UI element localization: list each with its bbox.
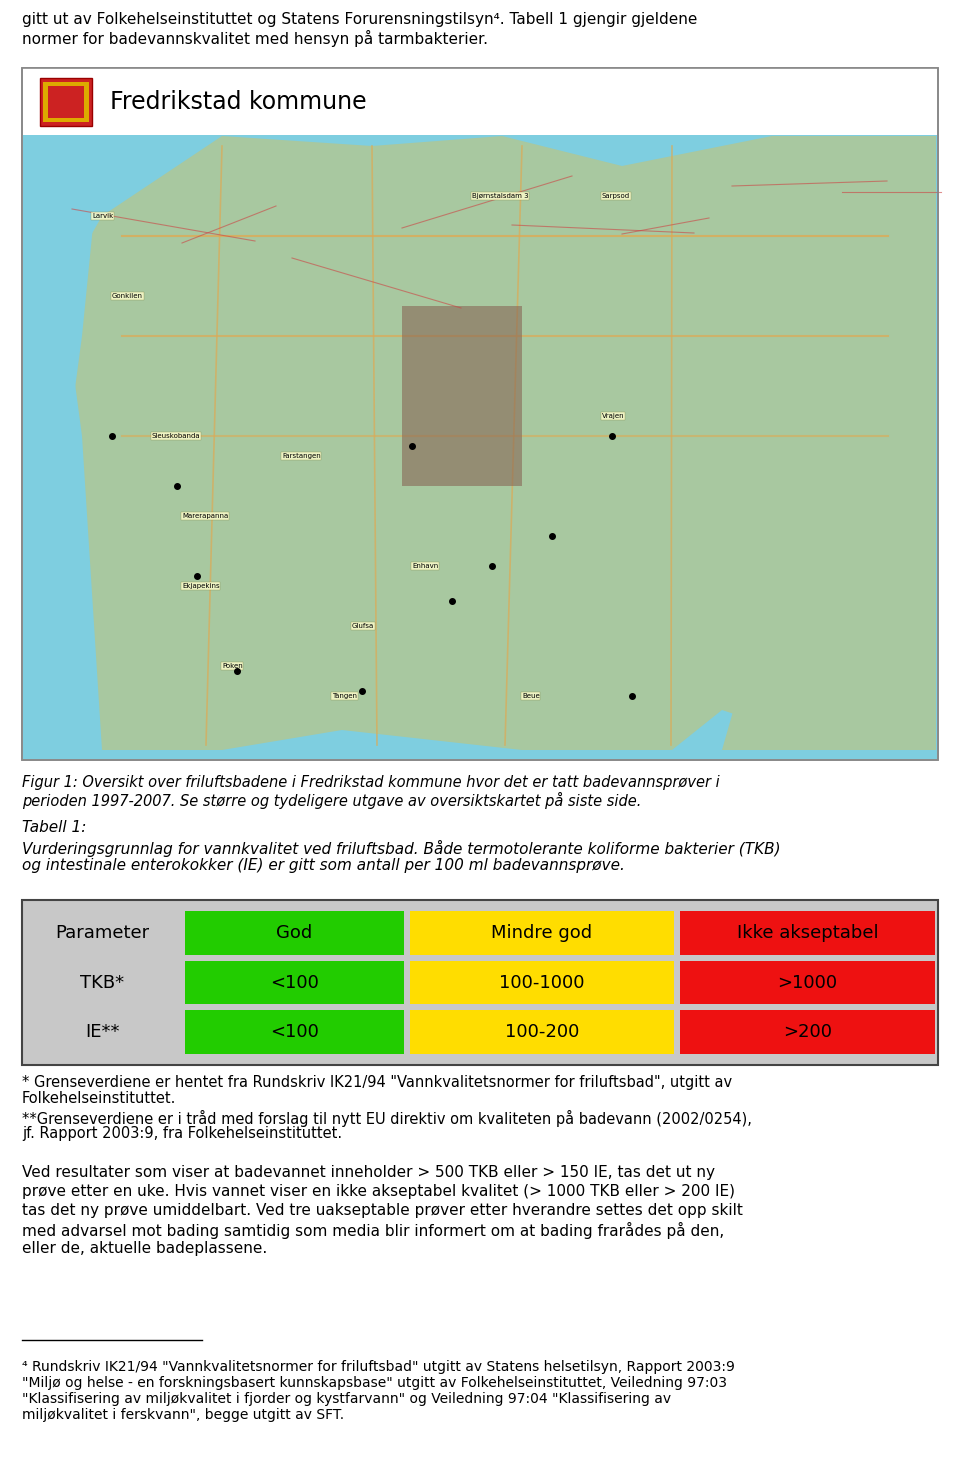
Bar xyxy=(680,961,935,1005)
Text: <100: <100 xyxy=(270,974,319,992)
Text: og intestinale enterokokker (IE) er gitt som antall per 100 ml badevannsprøve.: og intestinale enterokokker (IE) er gitt… xyxy=(22,859,625,873)
Text: perioden 1997-2007. Se større og tydeligere utgave av oversiktskartet på siste s: perioden 1997-2007. Se større og tydelig… xyxy=(22,792,641,808)
Bar xyxy=(48,86,84,118)
Text: Marerapanna: Marerapanna xyxy=(182,513,228,519)
Text: Farstangen: Farstangen xyxy=(282,452,321,460)
Polygon shape xyxy=(62,136,936,749)
Text: ⁴ Rundskriv IK21/94 "Vannkvalitetsnormer for friluftsbad" utgitt av Statens hels: ⁴ Rundskriv IK21/94 "Vannkvalitetsnormer… xyxy=(22,1360,734,1375)
Text: * Grenseverdiene er hentet fra Rundskriv IK21/94 "Vannkvalitetsnormer for friluf: * Grenseverdiene er hentet fra Rundskriv… xyxy=(22,1075,732,1089)
Bar xyxy=(410,961,674,1005)
Text: Beue: Beue xyxy=(522,693,540,699)
Text: tas det ny prøve umiddelbart. Ved tre uakseptable prøver etter hverandre settes : tas det ny prøve umiddelbart. Ved tre ua… xyxy=(22,1203,743,1218)
Text: IE**: IE** xyxy=(84,1023,119,1041)
Text: Poken: Poken xyxy=(222,664,243,670)
Text: Mindre god: Mindre god xyxy=(492,924,592,941)
Text: Ved resultater som viser at badevannet inneholder > 500 TKB eller > 150 IE, tas : Ved resultater som viser at badevannet i… xyxy=(22,1165,715,1179)
Polygon shape xyxy=(722,640,936,749)
Bar xyxy=(402,306,522,486)
Bar xyxy=(410,910,674,955)
Bar xyxy=(43,81,89,123)
Bar xyxy=(22,900,938,1066)
Bar xyxy=(680,910,935,955)
Bar xyxy=(410,1011,674,1054)
Bar xyxy=(22,68,938,760)
Text: "Klassifisering av miljøkvalitet i fjorder og kystfarvann" og Veiledning 97:04 ": "Klassifisering av miljøkvalitet i fjord… xyxy=(22,1392,671,1406)
Bar xyxy=(185,910,404,955)
Text: Figur 1: Oversikt over friluftsbadene i Fredrikstad kommune hvor det er tatt bad: Figur 1: Oversikt over friluftsbadene i … xyxy=(22,774,720,791)
Text: 100-200: 100-200 xyxy=(505,1023,579,1041)
Bar xyxy=(185,961,404,1005)
Bar xyxy=(185,1011,404,1054)
Text: >1000: >1000 xyxy=(778,974,837,992)
Bar xyxy=(23,134,937,760)
Bar xyxy=(40,78,92,126)
Text: eller de, aktuelle badeplassene.: eller de, aktuelle badeplassene. xyxy=(22,1242,267,1256)
Text: Larvik: Larvik xyxy=(92,213,113,219)
Text: God: God xyxy=(276,924,313,941)
Text: <100: <100 xyxy=(270,1023,319,1041)
Polygon shape xyxy=(23,136,102,537)
Text: Ikke akseptabel: Ikke akseptabel xyxy=(736,924,878,941)
Text: Bjørnstalsdam 3: Bjørnstalsdam 3 xyxy=(472,194,529,200)
Bar xyxy=(22,68,938,760)
Text: Ekjapekins: Ekjapekins xyxy=(182,582,220,590)
Text: Glufsa: Glufsa xyxy=(352,624,374,630)
Text: Vurderingsgrunnlag for vannkvalitet ved friluftsbad. Både termotolerante kolifor: Vurderingsgrunnlag for vannkvalitet ved … xyxy=(22,840,780,857)
Text: **Grenseverdiene er i tråd med forslag til nytt EU direktiv om kvaliteten på bad: **Grenseverdiene er i tråd med forslag t… xyxy=(22,1110,752,1128)
Text: 100-1000: 100-1000 xyxy=(499,974,585,992)
Text: miljøkvalitet i ferskvann", begge utgitt av SFT.: miljøkvalitet i ferskvann", begge utgitt… xyxy=(22,1409,344,1422)
Text: Tangen: Tangen xyxy=(332,693,357,699)
Text: "Miljø og helse - en forskningsbasert kunnskapsbase" utgitt av Folkehelseinstitu: "Miljø og helse - en forskningsbasert ku… xyxy=(22,1376,727,1389)
Bar xyxy=(23,68,937,136)
Text: Gonkilen: Gonkilen xyxy=(112,293,143,299)
Text: gitt ut av Folkehelseinstituttet og Statens Forurensningstilsyn⁴. Tabell 1 gjeng: gitt ut av Folkehelseinstituttet og Stat… xyxy=(22,12,697,27)
Text: normer for badevannskvalitet med hensyn på tarmbakterier.: normer for badevannskvalitet med hensyn … xyxy=(22,30,488,47)
Text: Sarpsod: Sarpsod xyxy=(602,194,630,200)
Text: Fredrikstad kommune: Fredrikstad kommune xyxy=(110,90,367,114)
Text: prøve etter en uke. Hvis vannet viser en ikke akseptabel kvalitet (> 1000 TKB el: prøve etter en uke. Hvis vannet viser en… xyxy=(22,1184,735,1199)
Text: Folkehelseinstituttet.: Folkehelseinstituttet. xyxy=(22,1091,177,1106)
Text: Parameter: Parameter xyxy=(55,924,149,941)
Bar xyxy=(680,1011,935,1054)
Text: TKB*: TKB* xyxy=(80,974,124,992)
Text: Enhavn: Enhavn xyxy=(412,563,439,569)
Text: Tabell 1:: Tabell 1: xyxy=(22,820,86,835)
Text: >200: >200 xyxy=(783,1023,832,1041)
Text: Sleuskobanda: Sleuskobanda xyxy=(152,433,201,439)
Text: Vrajen: Vrajen xyxy=(602,412,625,418)
Text: jf. Rapport 2003:9, fra Folkehelseinstituttet.: jf. Rapport 2003:9, fra Folkehelseinstit… xyxy=(22,1126,342,1141)
Text: med advarsel mot bading samtidig som media blir informert om at bading frarådes : med advarsel mot bading samtidig som med… xyxy=(22,1222,724,1239)
